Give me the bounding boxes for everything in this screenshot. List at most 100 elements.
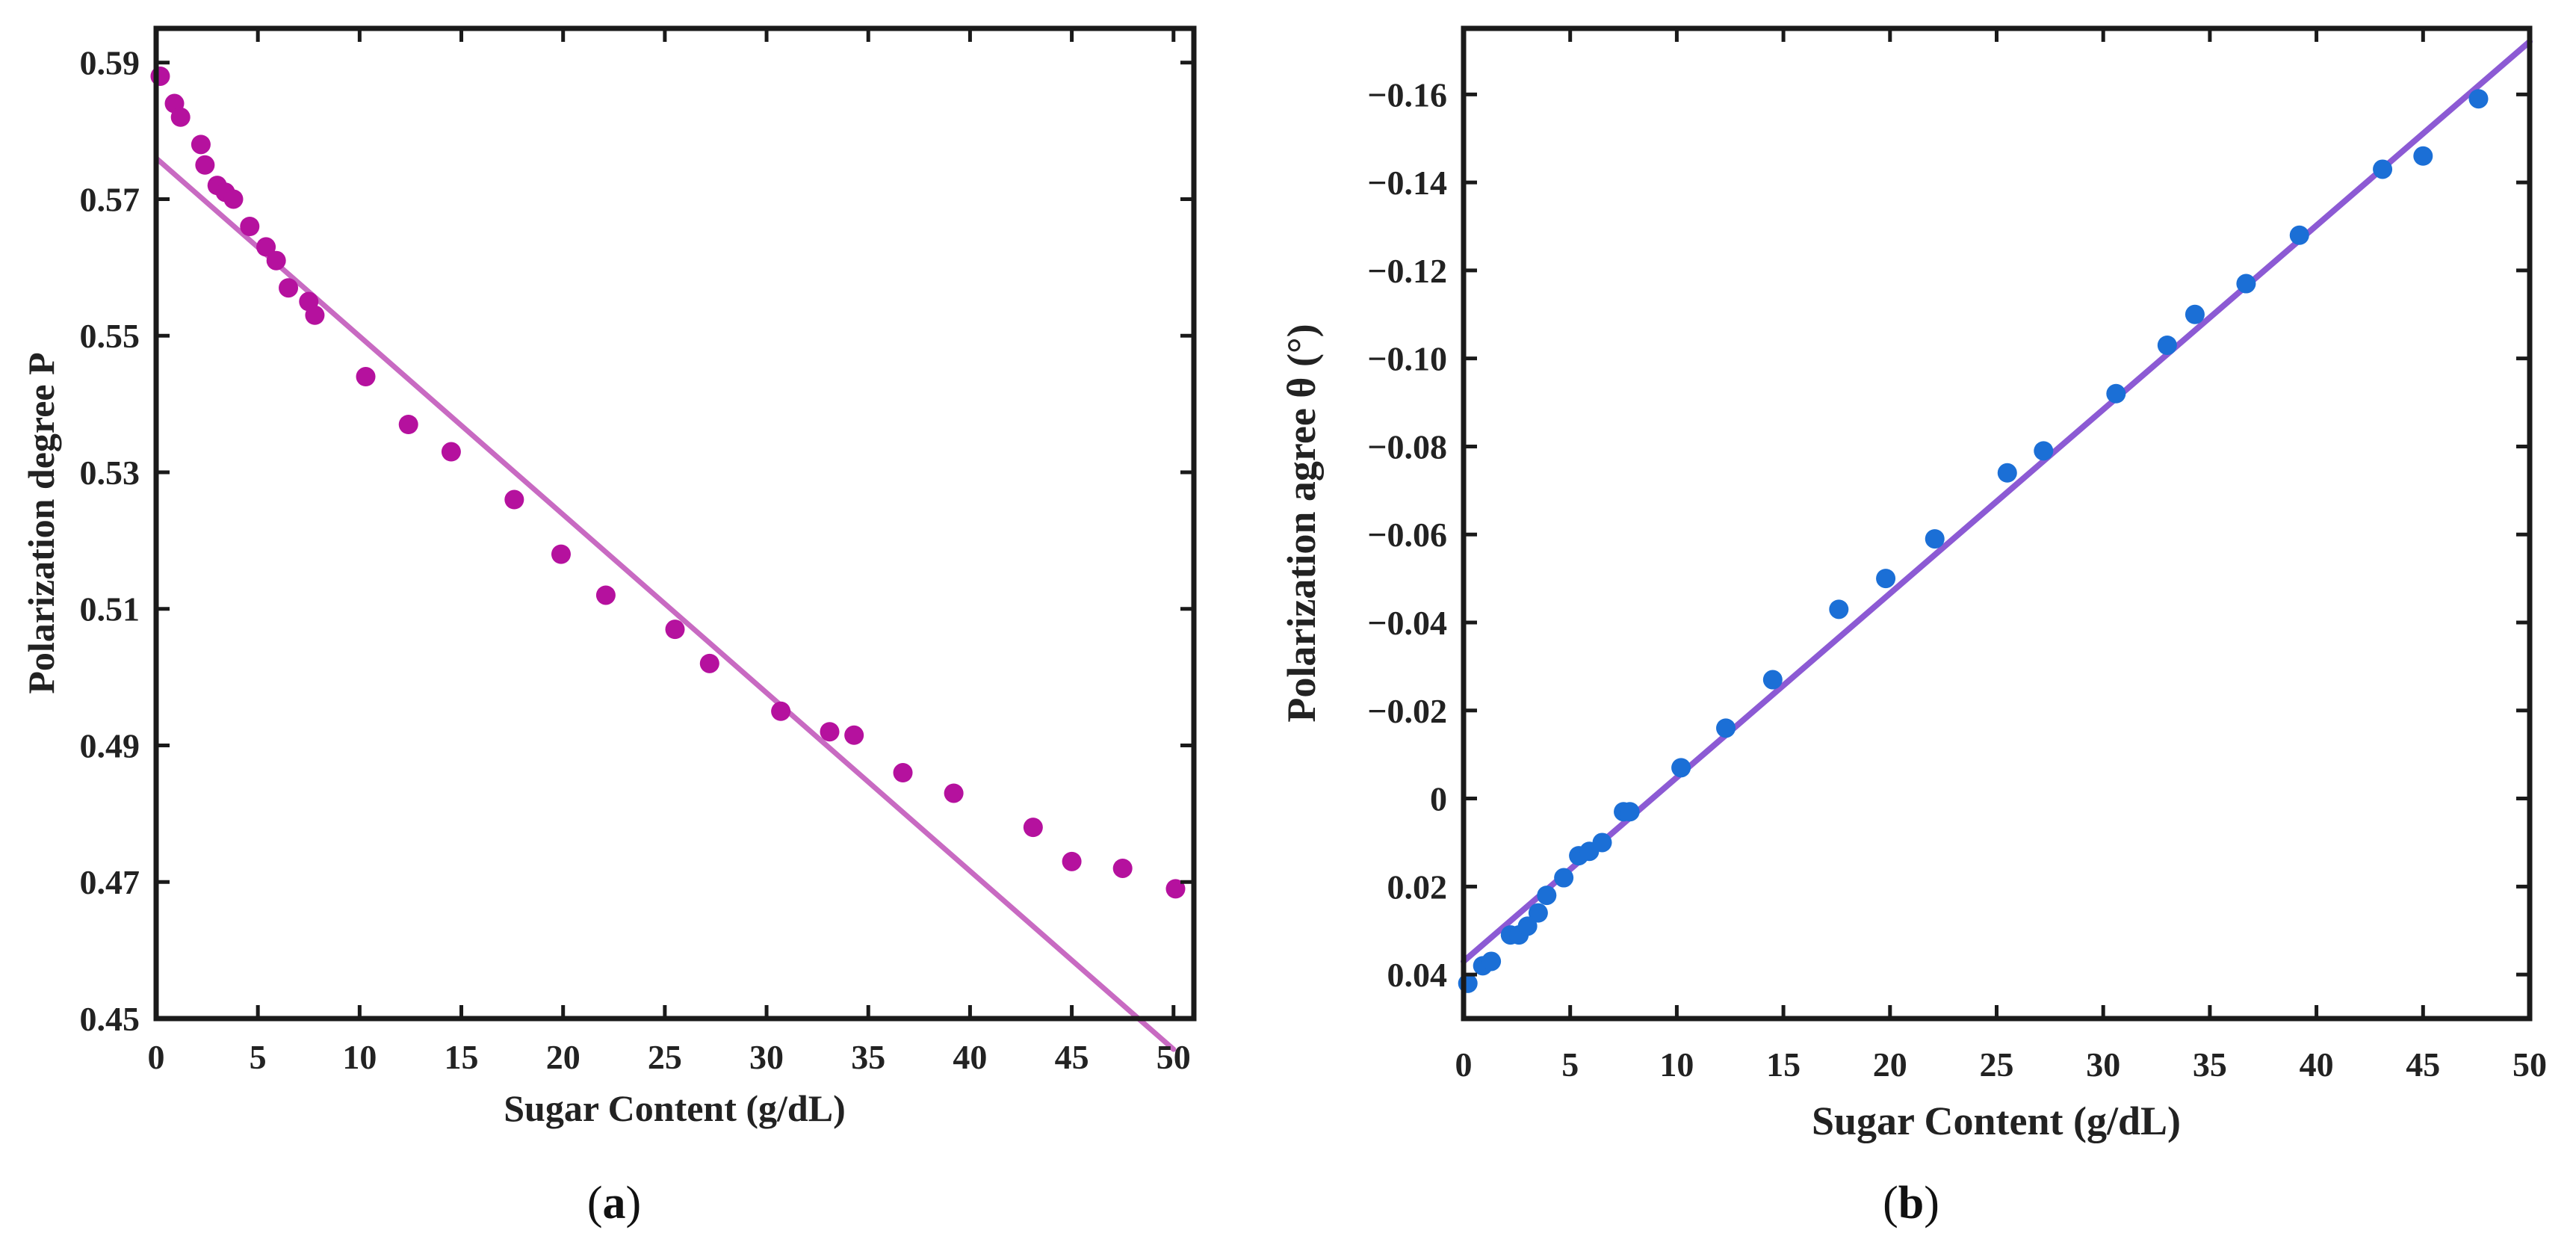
panel-b-data-point [2157,336,2177,355]
panel-b-xtick-label: 40 [2300,1045,2334,1084]
panel-a-data-point [1023,818,1043,838]
panel-a-xlabel: Sugar Content (g/dL) [504,1087,845,1129]
panel-b-caption-letter: b [1898,1178,1924,1229]
panel-b-ytick-label: −0.06 [1367,516,1447,554]
panel-b-ytick-label: 0 [1430,780,1447,818]
panel-b-data-point [1620,802,1640,822]
panel-b-data-point [1925,529,1945,549]
panel-b-data-point [1876,569,1896,589]
panel-a-data-point [240,217,260,236]
panel-a-data-point [191,135,211,155]
panel-a-ylabel: Polarization degree P [20,352,62,693]
panel-b-xlabel: Sugar Content (g/dL) [1812,1099,2181,1143]
panel-b-marks [1458,38,2533,993]
panel-a-data-point [266,250,286,271]
panel-a-caption: (a) [587,1178,641,1229]
panel-a-xtick-label: 15 [445,1038,479,1076]
panel-b-ytick-label: −0.14 [1367,164,1447,202]
panel-a-data-point [595,585,616,605]
panel-b-ylabel: Polarization agree θ (°) [1279,324,1324,722]
panel-b-data-point [1716,718,1736,738]
panel-a-ytick-label: 0.47 [80,863,140,901]
panel-a-ytick-label: 0.57 [80,180,140,218]
panel-a-xtick-label: 5 [250,1038,267,1076]
panel-b-data-point [2034,441,2054,461]
panel-b-data-point [2413,146,2433,166]
panel-a-ytick-label: 0.51 [80,590,140,628]
panel-a-data-point [356,367,376,387]
panel-b-xtick-label: 15 [1766,1045,1801,1084]
panel-a-xtick-label: 20 [546,1038,580,1076]
panel-b-data-point [2373,159,2393,179]
panel-b-data-point [2468,89,2489,109]
panel-a-data-point [170,107,191,127]
panel-b-ytick-label: −0.12 [1367,252,1447,290]
panel-a-chart: 0 5 10 15 20 25 30 35 40 45 50 0.45 0.47 0.49 0.51 0.53… [20,25,1197,1229]
panel-a-data-point [1062,851,1082,871]
panel-b-xtick-label: 20 [1873,1045,1907,1084]
panel-b-ytick-label: 0.04 [1387,956,1448,994]
panel-a-xtick-label: 35 [851,1038,885,1076]
panel-a-data-point [771,701,791,721]
panel-a-data-point [699,653,719,673]
panel-a-ytick-label: 0.45 [80,1000,140,1038]
panel-b-data-point [1554,868,1574,888]
panel-b-data-point [1762,670,1783,690]
panel-a-caption-letter: a [603,1178,626,1229]
panel-b-data-point [2289,225,2309,245]
panel-b-data-point [1481,951,1502,971]
panel-a-data-point [223,189,244,209]
panel-a-data-point [398,415,418,434]
panel-b-ytick-label: −0.04 [1367,604,1447,642]
panel-a-data-point [1112,858,1133,878]
panel-a-ytick-label: 0.53 [80,454,140,492]
panel-b-fit-line [1461,38,2533,965]
panel-a-data-point [305,305,325,325]
panel-a-data-point [441,442,461,462]
panel-b-ytick-label: −0.08 [1367,427,1447,466]
panel-a-data-point [893,763,913,783]
panel-b-xtick-label: 45 [2406,1045,2440,1084]
panel-b-data-point [1829,599,1849,620]
panel-b-xtick-label: 25 [1980,1045,2014,1084]
panel-a-xtick-label: 10 [342,1038,377,1076]
panel-b-data-point [2236,274,2256,294]
panel-b-data-point [2106,383,2126,404]
panel-b-data-point [1997,463,2017,483]
panel-a-ticks: 0 5 10 15 20 25 30 35 40 45 50 0.45 0.47 0.49 0.51 0.53… [80,28,1194,1076]
panel-a-xtick-label: 50 [1157,1038,1191,1076]
panel-a-data-point [256,237,276,257]
panel-a-data-point [665,620,685,640]
panel-b-xtick-label: 50 [2512,1045,2547,1084]
panel-b-ytick-label: 0.02 [1387,868,1448,906]
panel-b-ytick-label: −0.02 [1367,692,1447,730]
panel-b-data-point [1528,903,1548,923]
panel-b-caption: (b) [1883,1178,1939,1229]
panel-b-xtick-label: 5 [1561,1045,1579,1084]
panel-a-data-point [551,544,571,564]
panel-a-data-point [504,489,524,510]
panel-a-ytick-label: 0.55 [80,317,140,355]
panel-b-data-point [2185,304,2205,324]
panel-b-chart: 0 5 10 15 20 25 30 35 40 45 50 0.04 0.02 0 −0.02 −0.04 −… [1279,25,2547,1229]
panel-a-ytick-label: 0.59 [80,44,140,82]
panel-a-xtick-label: 0 [148,1038,165,1076]
panel-a-ytick-label: 0.49 [80,726,140,764]
panel-a-data-point [844,725,864,745]
panel-a-xtick-label: 45 [1055,1038,1089,1076]
panel-b-data-point [1671,758,1691,778]
panel-b-ytick-label: −0.10 [1367,340,1447,378]
panel-b-xtick-label: 0 [1455,1045,1473,1084]
panel-b-ytick-label: −0.16 [1367,75,1447,114]
panel-a-xtick-label: 25 [648,1038,682,1076]
panel-b-data-point [1592,832,1612,853]
panel-a-xtick-label: 30 [749,1038,784,1076]
panel-b-data-point [1537,886,1557,906]
panel-a-data-point [279,278,299,298]
panel-b-data-point [1517,916,1538,936]
panel-a-fit-line [153,155,1177,1052]
panel-a-marks [150,66,1186,1052]
panel-b-xtick-label: 35 [2193,1045,2227,1084]
panel-a-xtick-label: 40 [953,1038,987,1076]
